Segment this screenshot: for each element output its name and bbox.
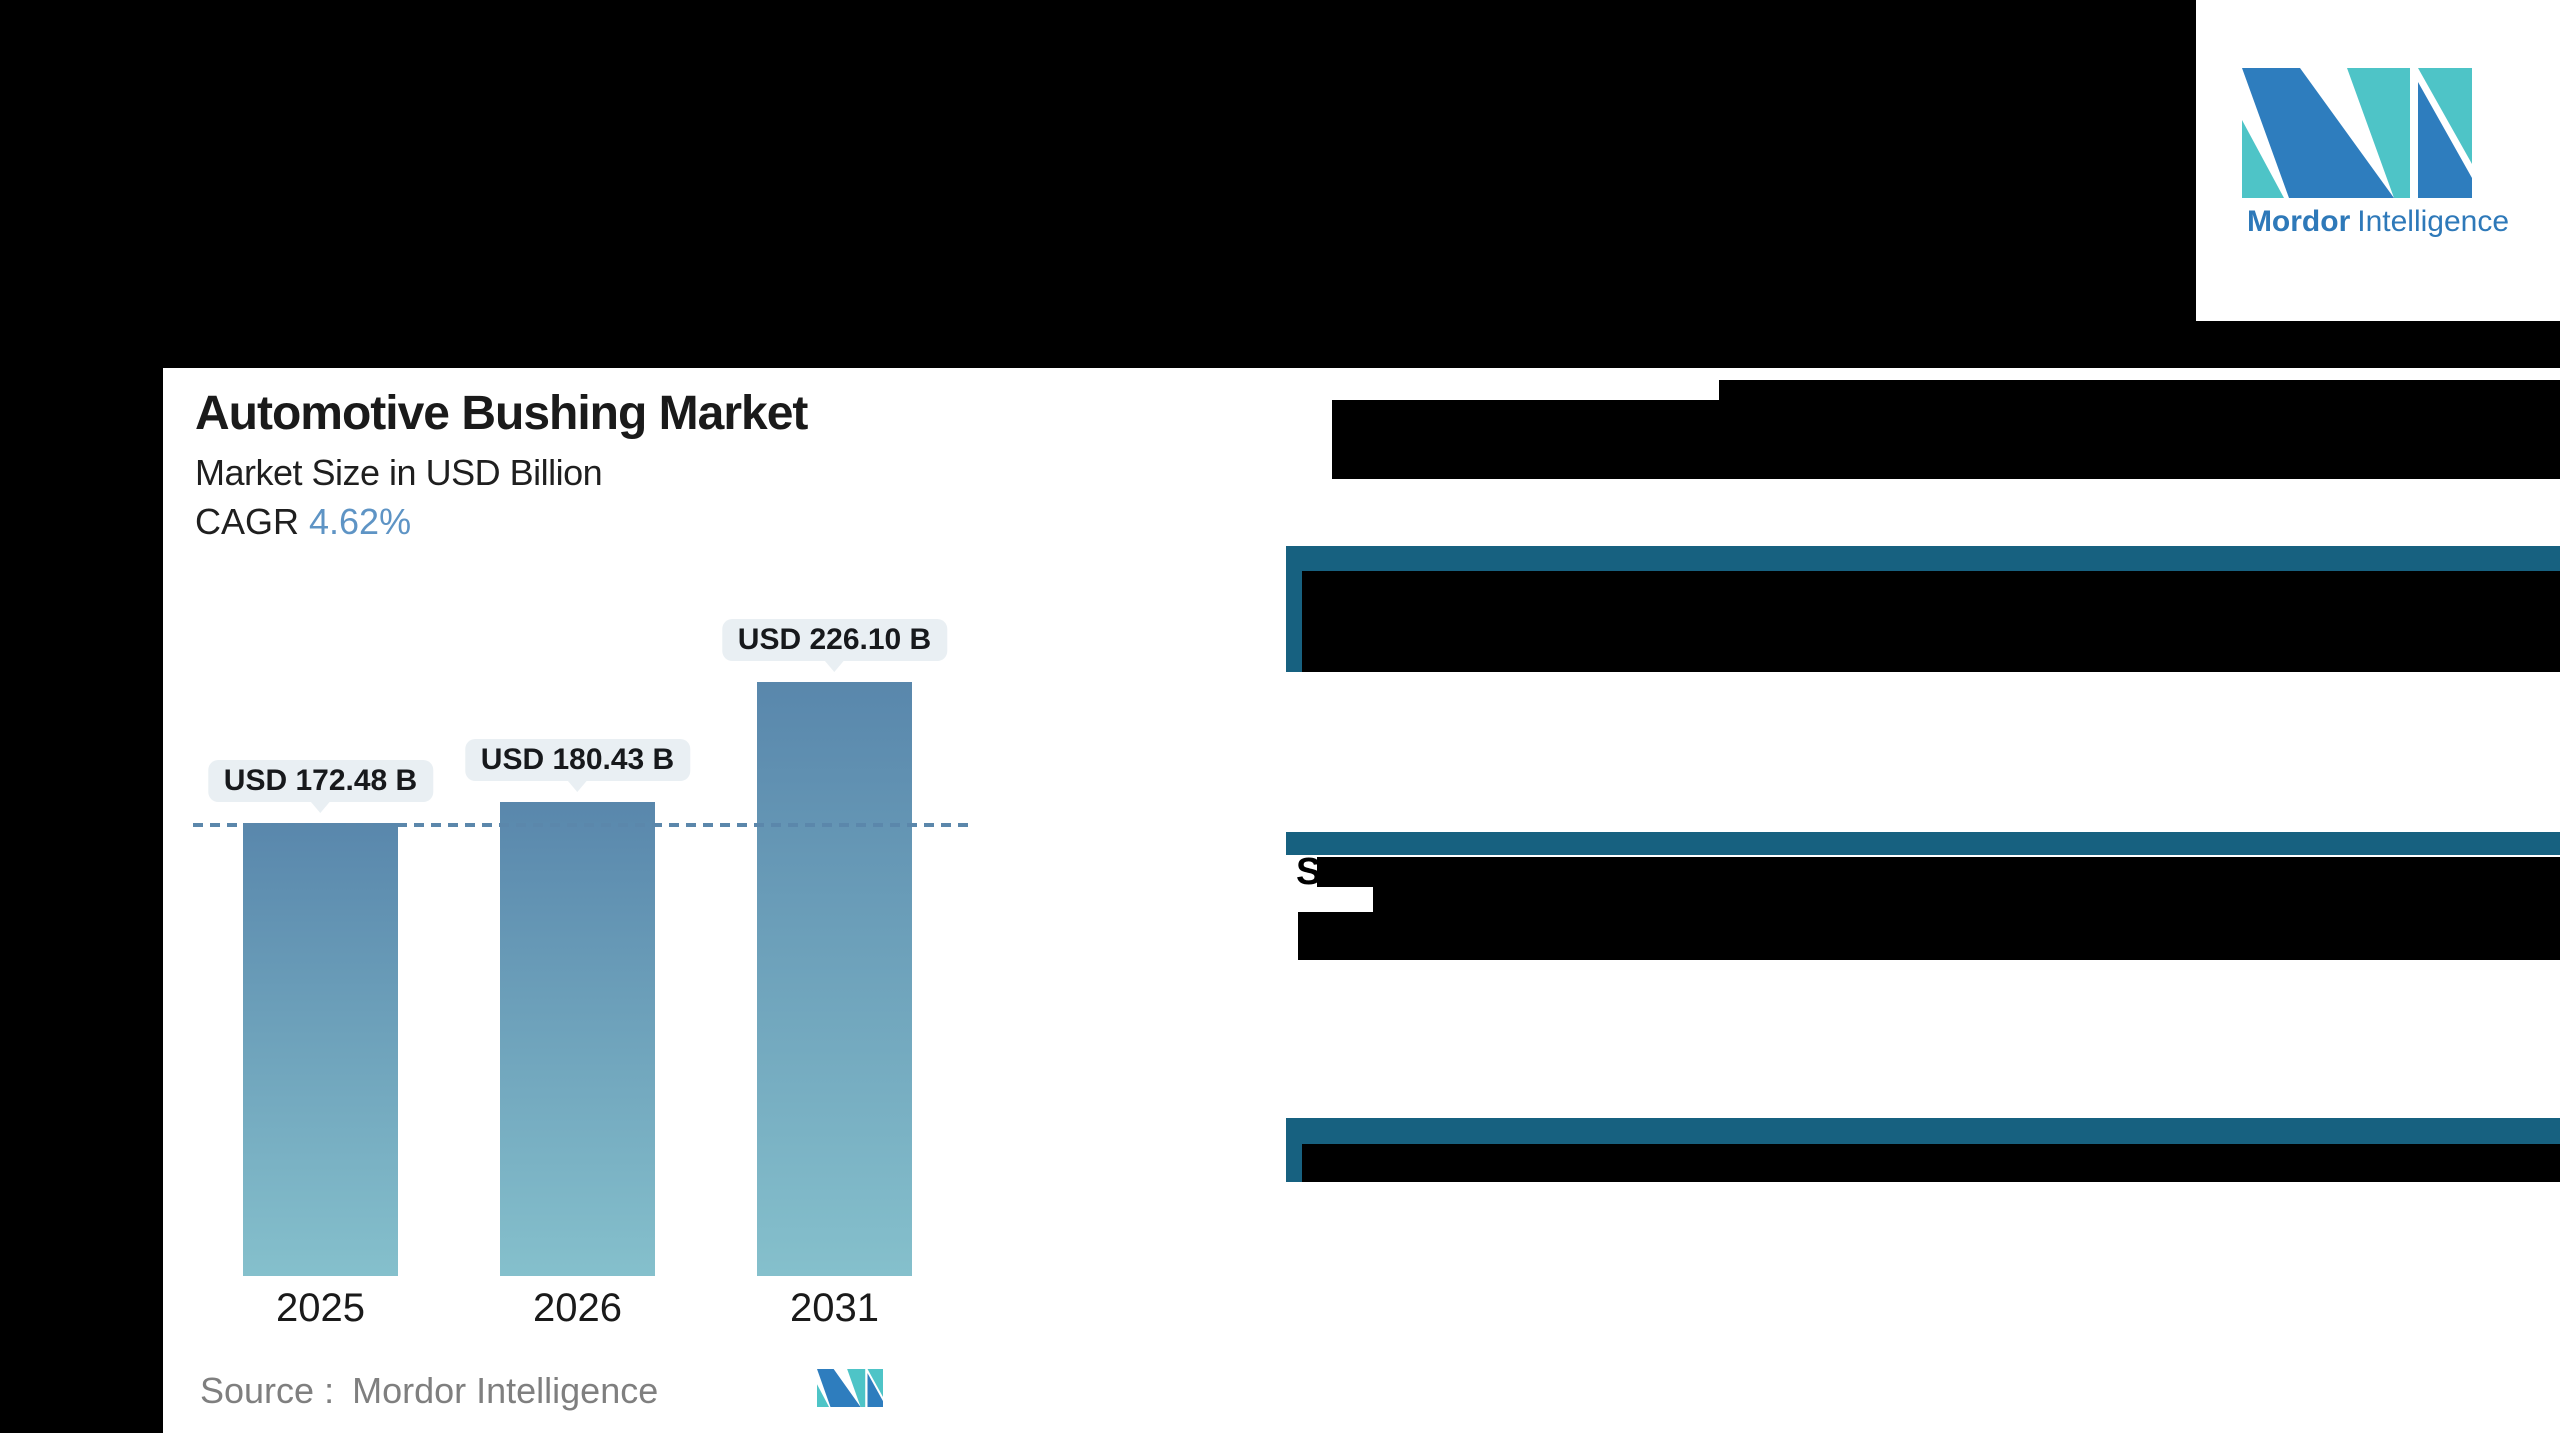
chart-subtitle: Market Size in USD Billion	[195, 452, 603, 493]
bar	[500, 802, 655, 1276]
callout-pointer-icon	[309, 800, 332, 813]
value-callout: USD 226.10 B	[721, 619, 948, 673]
section-2-redaction-row-1	[1317, 857, 2560, 887]
cagr-value: 4.62%	[309, 501, 412, 542]
source-logo-mark-icon	[817, 1369, 883, 1407]
value-callout: USD 180.43 B	[464, 739, 691, 793]
bar	[243, 823, 398, 1276]
cagr-label: CAGR	[195, 501, 300, 542]
value-callout-label: USD 226.10 B	[721, 619, 948, 662]
baseline-dashed-line	[193, 823, 968, 827]
value-callout-label: USD 172.48 B	[207, 760, 434, 802]
mordor-intelligence-logo-icon	[2242, 68, 2472, 198]
value-callout: USD 172.48 B	[207, 760, 434, 813]
source-value: Mordor Intelligence	[352, 1370, 659, 1411]
value-callout-label: USD 180.43 B	[464, 739, 691, 782]
section-2-redaction-row-2	[1298, 912, 2560, 960]
report-panel: Automotive Bushing Market Market Size in…	[163, 368, 2560, 1433]
callout-pointer-icon	[823, 659, 846, 673]
section-2-header-bar	[1286, 832, 2560, 855]
x-axis-label: 2026	[533, 1286, 622, 1330]
x-axis-label: 2031	[790, 1286, 879, 1330]
chart-title: Automotive Bushing Market	[195, 387, 808, 440]
section-1-redaction	[1302, 571, 2560, 672]
section-3-redaction	[1302, 1144, 2560, 1182]
redacted-block-top	[1332, 400, 2560, 479]
cagr-line: CAGR 4.62%	[195, 501, 411, 543]
x-axis-label: 2025	[276, 1286, 365, 1330]
logo-card: Mordor Intelligence	[2196, 0, 2560, 321]
callout-pointer-icon	[566, 779, 589, 793]
redacted-block-top-notch	[1719, 380, 2560, 400]
logo-wordmark: Mordor Intelligence	[2196, 205, 2560, 239]
logo-word-intelligence: Intelligence	[2357, 205, 2510, 238]
section-2-redaction-connector	[1373, 887, 2560, 912]
source-label: Source :	[200, 1370, 335, 1411]
source-line: Source : Mordor Intelligence	[200, 1370, 658, 1412]
logo-word-mordor: Mordor	[2246, 205, 2351, 238]
bar	[757, 682, 912, 1276]
bar-chart: USD 172.48 B 2025 USD 180.43 B 2026 USD 226.…	[163, 368, 1163, 1433]
